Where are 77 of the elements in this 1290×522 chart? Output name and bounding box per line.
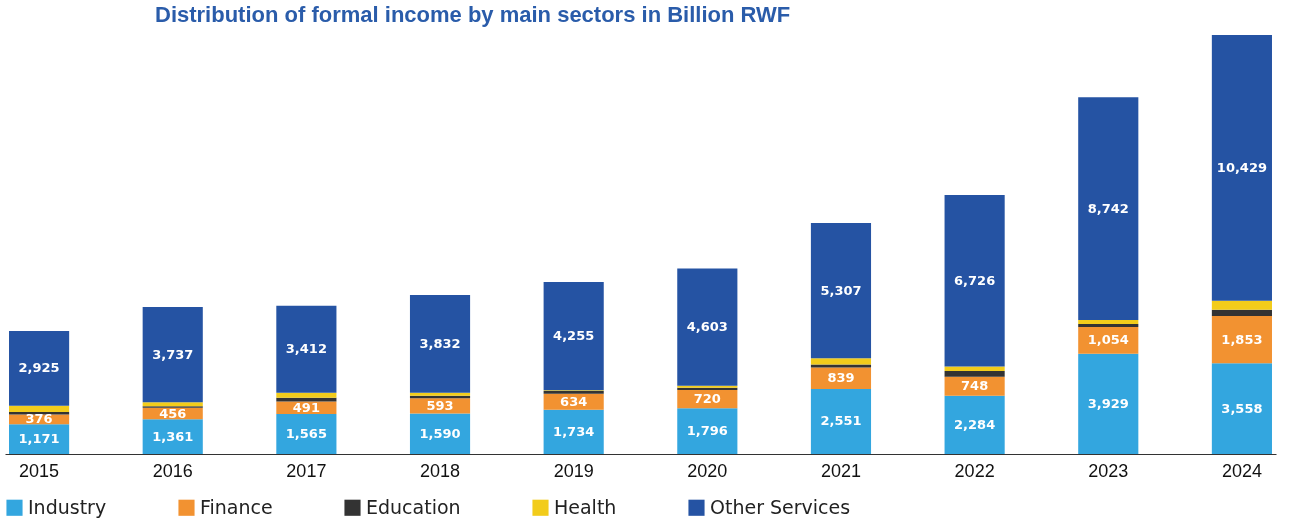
bar: [543, 409, 604, 454]
bar: [810, 364, 872, 368]
bar: [944, 371, 1005, 377]
legend-label: Industry: [28, 495, 107, 518]
data-label: 1,361: [152, 428, 194, 444]
data-label: 2,925: [18, 360, 60, 376]
data-label: 3,929: [1087, 395, 1129, 411]
bar: [810, 222, 872, 359]
bar: [1211, 300, 1272, 310]
data-label: 3,558: [1221, 400, 1263, 416]
data-label: 4,603: [686, 319, 728, 335]
data-label: 634: [560, 393, 588, 409]
legend-label: Finance: [200, 495, 273, 518]
data-label: 1,853: [1221, 331, 1263, 347]
bar: [142, 402, 203, 407]
data-label: 1,590: [419, 425, 461, 441]
legend-label: Education: [366, 495, 461, 518]
bar: [1211, 35, 1272, 301]
legend-label: Other Services: [710, 495, 851, 518]
bar: [276, 397, 337, 402]
data-label: 1,565: [285, 426, 327, 442]
data-label: 1,171: [18, 431, 60, 447]
data-label: 8,742: [1087, 200, 1129, 216]
x-tick-label: 2019: [553, 460, 594, 481]
bar: [944, 395, 1005, 454]
x-tick-label: 2024: [1221, 460, 1262, 481]
bar: [810, 358, 872, 365]
data-label: 3,832: [419, 335, 461, 351]
data-label: 1,734: [553, 423, 595, 439]
bar: [1211, 316, 1272, 364]
bar: [142, 419, 203, 454]
data-label: 1,054: [1087, 332, 1129, 348]
data-label: 2,551: [820, 413, 862, 429]
data-label: 4,255: [553, 328, 595, 344]
data-label: 5,307: [820, 282, 862, 298]
data-label: 3,737: [152, 346, 194, 362]
data-label: 748: [961, 378, 989, 394]
data-label: 720: [693, 391, 721, 407]
bar: [276, 305, 337, 393]
bar: [677, 408, 738, 454]
bar: [1078, 97, 1139, 321]
data-label: 491: [292, 399, 320, 415]
data-label: 839: [827, 370, 855, 386]
bar: [677, 268, 738, 386]
bar: [1078, 353, 1139, 454]
x-tick-label: 2016: [152, 460, 193, 481]
bar: [9, 405, 70, 413]
x-tick-label: 2017: [286, 460, 327, 481]
bar: [810, 388, 872, 454]
bar: [142, 307, 203, 403]
data-label: 376: [25, 411, 53, 427]
bar: [1211, 309, 1272, 317]
x-tick-label: 2022: [954, 460, 995, 481]
x-tick-label: 2015: [19, 460, 60, 481]
data-label: 6,726: [954, 272, 996, 288]
x-tick-label: 2018: [420, 460, 461, 481]
data-label: 593: [426, 397, 454, 413]
x-tick-label: 2020: [687, 460, 728, 481]
bar: [543, 281, 604, 391]
data-label: 1,796: [686, 423, 728, 439]
bar: [9, 424, 70, 454]
x-tick-label: 2023: [1088, 460, 1129, 481]
bar: [276, 414, 337, 454]
x-tick-label: 2021: [820, 460, 861, 481]
data-label: 2,284: [954, 416, 996, 432]
bar: [409, 413, 471, 454]
bar: [276, 392, 337, 398]
data-label: 10,429: [1216, 159, 1268, 175]
bar: [9, 412, 70, 415]
bar: [1211, 363, 1272, 454]
legend-label: Health: [554, 495, 617, 518]
data-label: 3,412: [285, 341, 327, 357]
bar: [409, 295, 471, 393]
data-label: 456: [159, 405, 187, 421]
bar: [9, 331, 70, 406]
bar: [944, 195, 1005, 367]
chart-title: Distribution of formal income by main sectors in Billion RWF: [155, 2, 791, 27]
